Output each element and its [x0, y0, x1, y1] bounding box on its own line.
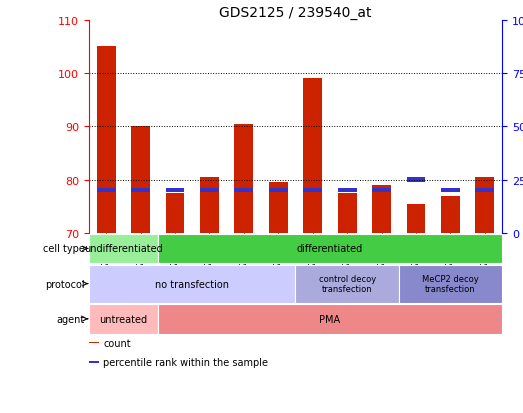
- Bar: [89, 265, 295, 303]
- Bar: [441, 196, 460, 233]
- Bar: [295, 265, 399, 303]
- Bar: [234, 189, 253, 193]
- Bar: [89, 234, 158, 264]
- Bar: [234, 124, 253, 233]
- Bar: [338, 189, 357, 193]
- Bar: [269, 189, 288, 193]
- Bar: [89, 304, 158, 334]
- Bar: [372, 189, 391, 193]
- Title: GDS2125 / 239540_at: GDS2125 / 239540_at: [219, 6, 372, 20]
- Bar: [269, 183, 288, 233]
- Bar: [475, 178, 494, 233]
- Bar: [131, 127, 150, 233]
- Bar: [200, 178, 219, 233]
- Text: count: count: [104, 338, 131, 348]
- Text: MeCP2 decoy
transfection: MeCP2 decoy transfection: [422, 274, 479, 294]
- Bar: [406, 178, 426, 182]
- Text: cell type: cell type: [43, 244, 85, 254]
- Text: differentiated: differentiated: [297, 244, 363, 254]
- Bar: [303, 189, 322, 193]
- Bar: [89, 361, 99, 363]
- Bar: [97, 189, 116, 193]
- Bar: [97, 47, 116, 233]
- Bar: [441, 189, 460, 193]
- Bar: [165, 193, 185, 233]
- Text: control decoy
transfection: control decoy transfection: [319, 274, 376, 294]
- Bar: [303, 79, 322, 233]
- Text: agent: agent: [56, 314, 85, 324]
- Text: percentile rank within the sample: percentile rank within the sample: [104, 357, 268, 367]
- Text: PMA: PMA: [320, 314, 340, 324]
- Bar: [200, 189, 219, 193]
- Bar: [338, 193, 357, 233]
- Bar: [158, 234, 502, 264]
- Text: protocol: protocol: [45, 279, 85, 289]
- Text: undifferentiated: undifferentiated: [84, 244, 163, 254]
- Text: no transfection: no transfection: [155, 279, 229, 289]
- Bar: [475, 189, 494, 193]
- Bar: [131, 189, 150, 193]
- Text: untreated: untreated: [99, 314, 147, 324]
- Bar: [89, 342, 99, 343]
- Bar: [372, 185, 391, 233]
- Bar: [406, 204, 426, 233]
- Bar: [165, 189, 185, 193]
- Bar: [399, 265, 502, 303]
- Bar: [158, 304, 502, 334]
